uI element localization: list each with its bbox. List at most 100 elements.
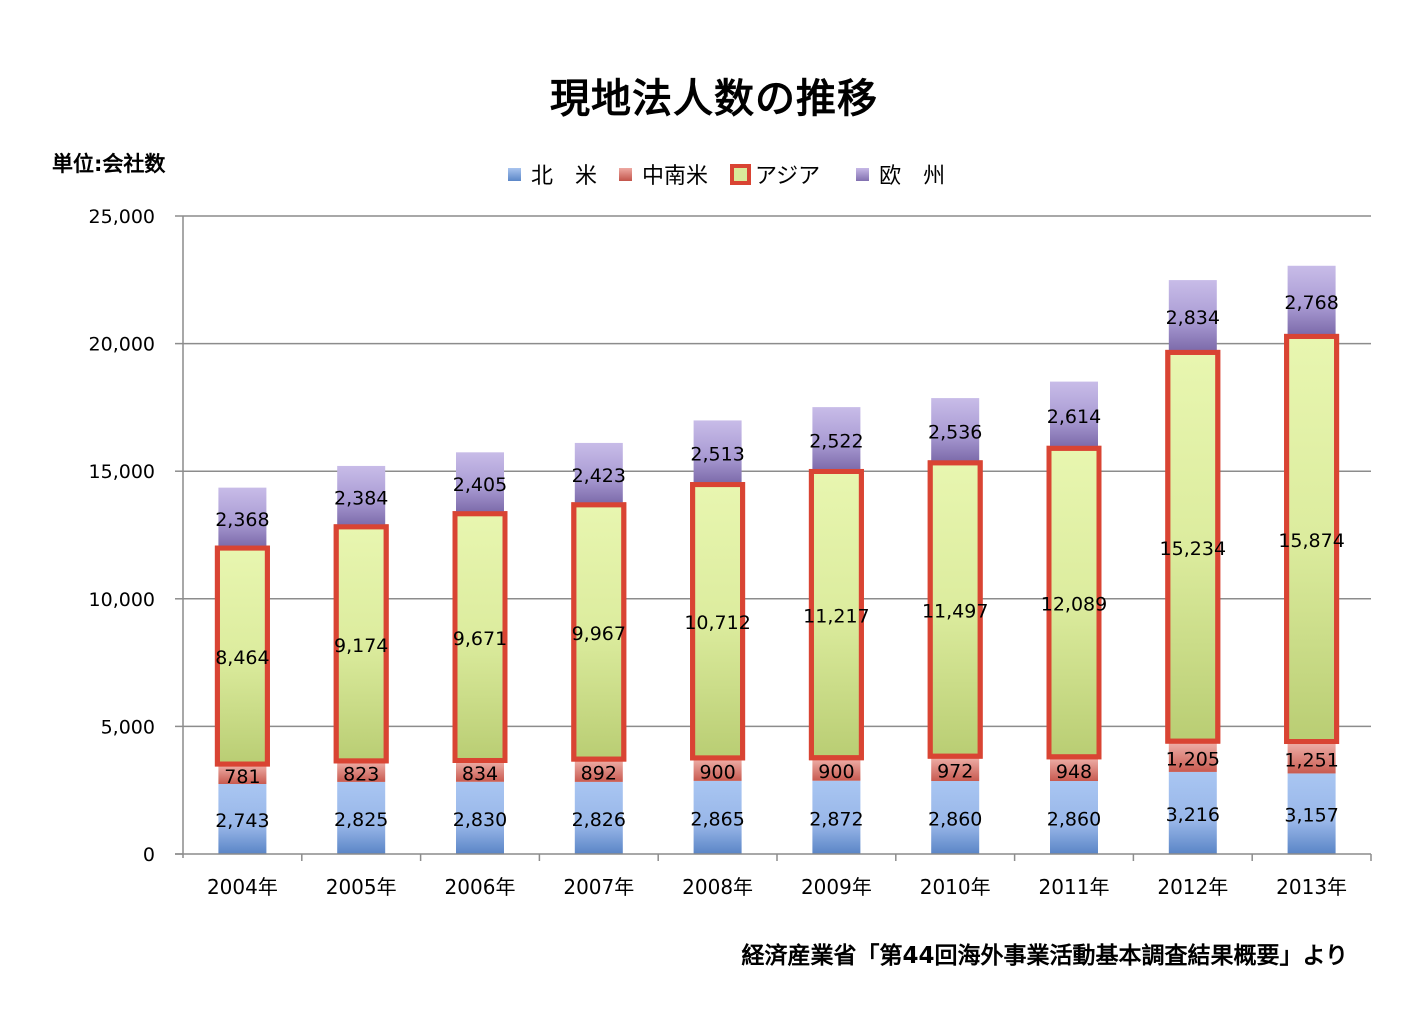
data-label-asia: 15,874 [1278, 530, 1344, 552]
data-label-eu: 2,513 [690, 443, 744, 465]
y-tick-label: 0 [143, 844, 155, 866]
data-label-asia: 15,234 [1160, 538, 1226, 560]
legend-label-asia: アジア [755, 164, 821, 189]
bar-segment-na [812, 780, 861, 854]
data-label-eu: 2,368 [215, 509, 269, 531]
data-label-eu: 2,834 [1166, 307, 1220, 329]
data-label-asia: 12,089 [1041, 594, 1107, 616]
bar-segment-na [931, 781, 980, 854]
bar-segment-la [337, 760, 386, 782]
data-label-la: 781 [224, 766, 260, 788]
x-tick-label: 2013年 [1276, 875, 1347, 899]
bar-segment-eu [456, 452, 504, 514]
data-label-eu: 2,768 [1284, 292, 1338, 314]
bar-outline-asia [214, 545, 270, 767]
data-label-la: 900 [699, 761, 735, 783]
data-label-asia: 9,671 [453, 628, 507, 650]
data-label-la: 972 [937, 761, 973, 783]
y-tick-label: 5,000 [101, 716, 155, 738]
bar-segment-la [1287, 741, 1336, 774]
data-label-eu: 2,536 [928, 421, 982, 443]
bar-segment-la [1050, 756, 1098, 782]
legend-label-europe: 欧 州 [879, 164, 946, 189]
legend-label-latin-america: 中南米 [642, 164, 709, 189]
bar-segment-la [931, 756, 980, 782]
bar-segment-la [812, 757, 861, 781]
data-label-la: 948 [1056, 761, 1092, 783]
bar-segment-la [1168, 741, 1217, 772]
bars [214, 265, 1340, 854]
legend-swatch-europe [856, 167, 870, 181]
data-label-la: 1,251 [1284, 749, 1338, 771]
x-tick-label: 2004年 [207, 875, 278, 899]
legend-item-north-america: 北 米 [508, 158, 597, 190]
bar-segment-eu [931, 398, 980, 463]
data-label-la: 1,205 [1166, 749, 1220, 771]
x-tick-label: 2011年 [1039, 875, 1110, 899]
y-tick-label: 15,000 [89, 461, 155, 483]
data-label-la: 823 [343, 763, 379, 785]
legend-swatch-north-america [508, 167, 521, 181]
data-label-asia: 9,967 [572, 623, 626, 645]
bar-segment-eu [1168, 280, 1217, 353]
data-label-na: 3,157 [1284, 805, 1338, 827]
legend-item-latin-america: 中南米 [619, 158, 708, 190]
axes: 0 5,000 10,000 15,000 20,000 25,000 2004年 2005年… [89, 206, 1372, 899]
chart-title: 現地法人数の推移 [550, 76, 878, 122]
unit-label: 単位:会社数 [52, 152, 166, 176]
x-tick-label: 2009年 [801, 875, 872, 899]
data-label-asia: 11,217 [803, 606, 869, 628]
bar-segment-na [218, 783, 267, 854]
data-label-asia: 9,174 [334, 635, 388, 657]
bar-segment-la [218, 764, 267, 784]
legend-swatch-latin-america [619, 167, 633, 181]
bar-outline-asia [1284, 333, 1340, 745]
data-label-na: 2,743 [215, 810, 269, 832]
x-tick-label: 2012年 [1157, 875, 1228, 899]
bar-outline-asia [927, 460, 983, 759]
data-label-asia: 11,497 [922, 601, 988, 623]
data-label-na: 2,830 [453, 809, 507, 831]
x-tick-label: 2006年 [445, 875, 516, 899]
y-tick-label: 20,000 [89, 334, 155, 356]
bar-segment-la [456, 760, 504, 782]
bar-outline-asia [1165, 349, 1221, 744]
y-tick-label: 25,000 [89, 206, 155, 228]
bar-segment-na [1287, 773, 1336, 854]
bar-segment-na [337, 781, 386, 854]
bar-segment-na [1050, 781, 1098, 854]
bar-outline-asia [808, 468, 864, 761]
data-label-na: 2,860 [928, 809, 982, 831]
bar-segment-eu [574, 442, 623, 505]
bar-segment-na [456, 781, 504, 854]
data-label-na: 2,860 [1047, 809, 1101, 831]
data-label-la: 834 [462, 763, 498, 785]
bar-outline-asia [1046, 445, 1102, 760]
bar-segment-la [574, 759, 623, 782]
data-labels: 2,743 781 8,464 2,368 2,825 823 9,174 2,384 2,83… [215, 292, 1345, 832]
bar-segment-na [574, 781, 623, 854]
bar-segment-eu [812, 407, 861, 472]
data-label-la: 892 [581, 762, 617, 784]
x-tick-label: 2008年 [682, 875, 753, 899]
x-tick-label: 2010年 [920, 875, 991, 899]
bar-segment-eu [337, 465, 386, 527]
bar-segment-la [693, 757, 742, 781]
bar-segment-eu [1287, 265, 1336, 337]
data-label-eu: 2,384 [334, 487, 388, 509]
data-label-na: 2,872 [809, 808, 863, 830]
data-label-asia: 10,712 [684, 612, 750, 634]
legend-item-asia: アジア [730, 158, 820, 190]
data-label-la: 900 [818, 761, 854, 783]
legend-item-europe: 欧 州 [856, 158, 945, 190]
x-tick-label: 2005年 [326, 875, 397, 899]
legend-label-north-america: 北 米 [531, 164, 598, 189]
bar-segment-asia [571, 502, 627, 762]
data-label-na: 2,826 [572, 809, 626, 831]
legend-swatch-asia [730, 163, 752, 185]
bar-segment-na [693, 780, 742, 854]
data-label-eu: 2,405 [453, 474, 507, 496]
x-tick-label: 2007年 [563, 875, 634, 899]
bar-outline-asia [690, 482, 746, 761]
